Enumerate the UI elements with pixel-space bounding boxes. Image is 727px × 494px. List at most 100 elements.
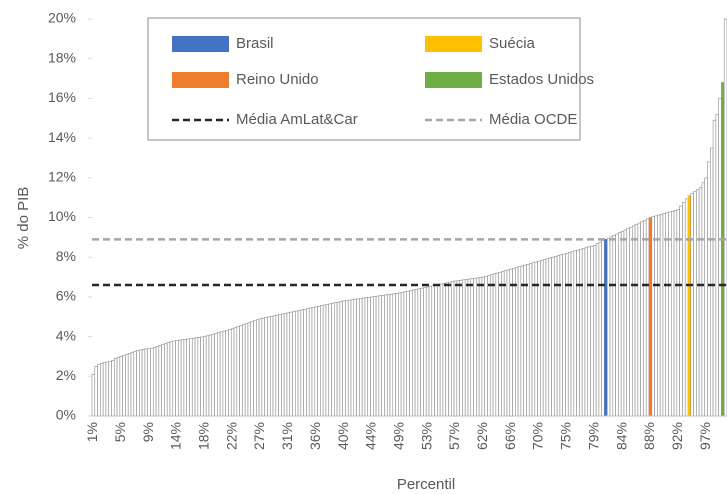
bar	[233, 327, 238, 417]
bar	[172, 340, 176, 417]
bar	[445, 282, 449, 417]
y-tick-label: 12%	[48, 169, 76, 185]
bar	[275, 314, 279, 417]
y-tick-label: 16%	[48, 89, 76, 105]
bar	[292, 311, 296, 417]
bar	[629, 226, 633, 417]
bar	[295, 310, 299, 417]
bar	[609, 236, 614, 417]
bar	[640, 221, 644, 417]
bar	[94, 366, 98, 417]
bar	[342, 300, 346, 417]
bar	[620, 231, 625, 417]
bar	[659, 214, 664, 417]
x-tick-label: 88%	[641, 422, 657, 450]
bar	[604, 239, 608, 417]
y-tick-label: 14%	[48, 129, 76, 145]
bar	[707, 161, 711, 417]
bar	[141, 349, 146, 417]
bar	[136, 350, 140, 417]
bar	[392, 293, 396, 417]
bar	[317, 305, 321, 417]
x-tick-label: 70%	[530, 422, 546, 450]
bar	[325, 304, 330, 417]
x-tick-label: 66%	[502, 422, 518, 450]
bar	[197, 337, 201, 417]
bar	[158, 345, 162, 417]
bar	[370, 296, 374, 417]
bar	[116, 357, 121, 417]
bar	[696, 189, 700, 417]
bar	[584, 247, 589, 417]
bar	[403, 291, 408, 417]
bar	[442, 283, 447, 417]
bar	[712, 119, 717, 417]
bar	[528, 263, 533, 417]
bar	[682, 202, 686, 417]
bar	[542, 259, 547, 417]
bar	[684, 198, 689, 417]
bar	[503, 270, 508, 417]
bar	[632, 225, 636, 417]
bar	[423, 287, 427, 417]
bar	[150, 347, 154, 417]
bar	[111, 360, 115, 417]
bar	[322, 304, 327, 417]
bar	[450, 281, 455, 417]
bar	[144, 348, 149, 417]
bar	[189, 338, 193, 417]
bar	[704, 177, 708, 417]
bar	[339, 301, 343, 417]
bar	[200, 336, 204, 417]
bar	[634, 224, 639, 417]
x-tick-label: 49%	[390, 422, 406, 450]
y-tick-label: 8%	[56, 248, 76, 264]
y-tick-label: 18%	[48, 49, 76, 65]
bar	[548, 257, 552, 417]
bar	[690, 193, 694, 417]
bar	[203, 336, 207, 417]
bar	[657, 214, 661, 417]
legend-label: Média AmLat&Car	[236, 111, 358, 128]
bar	[501, 271, 505, 417]
bar	[256, 319, 260, 417]
bar	[715, 113, 719, 417]
bar	[281, 313, 285, 417]
bar	[359, 298, 363, 417]
bar	[320, 305, 324, 417]
legend-swatch	[172, 36, 229, 52]
bar	[367, 296, 371, 417]
y-tick-label: 4%	[56, 327, 76, 343]
bar	[381, 295, 385, 417]
bar	[470, 278, 474, 417]
bar	[623, 229, 628, 417]
x-tick-label: 84%	[613, 422, 629, 450]
legend-swatch	[425, 36, 482, 52]
bar	[673, 210, 678, 417]
bar	[434, 284, 438, 417]
bar	[618, 232, 622, 417]
x-tick-label: 31%	[279, 422, 295, 450]
bar	[250, 321, 254, 417]
bar	[459, 279, 463, 417]
bar	[425, 286, 430, 417]
legend-label: Brasil	[236, 35, 274, 52]
bar	[217, 332, 221, 417]
x-tick-label: 92%	[669, 422, 685, 450]
bar	[356, 298, 360, 417]
bar	[718, 98, 722, 417]
x-axis-title: Percentil	[397, 476, 455, 493]
bar	[651, 216, 655, 417]
x-tick-label: 40%	[335, 422, 351, 450]
bar	[567, 252, 572, 417]
bar	[595, 243, 600, 417]
bar	[478, 277, 483, 417]
bar	[272, 315, 277, 417]
bar	[91, 374, 96, 417]
bar	[311, 307, 316, 417]
bar	[253, 320, 257, 417]
bar	[654, 215, 658, 417]
bar	[219, 331, 224, 417]
bar	[495, 272, 499, 417]
bar	[336, 301, 341, 417]
